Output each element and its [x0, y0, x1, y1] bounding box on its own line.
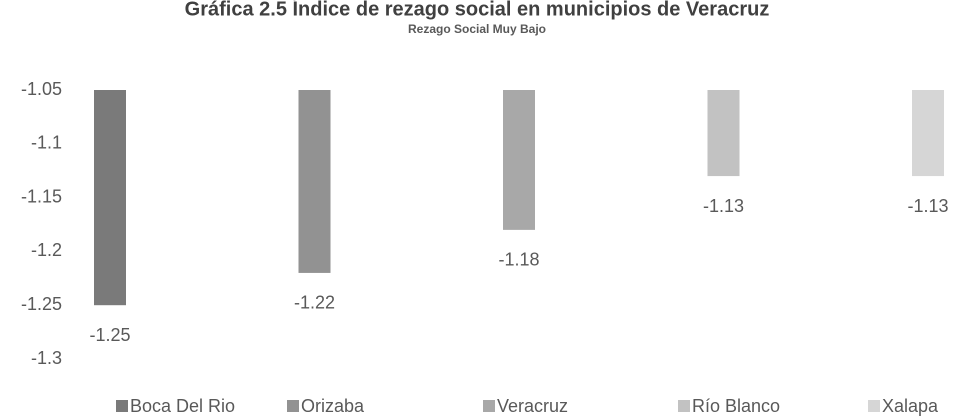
data-label: -1.13: [703, 196, 744, 216]
legend-label: Orizaba: [301, 396, 365, 416]
chart-subtitle: Rezago Social Muy Bajo: [408, 22, 546, 36]
legend-swatch: [483, 400, 495, 412]
legend-swatch: [287, 400, 299, 412]
legend-label: Veracruz: [497, 396, 568, 416]
legend-label: Xalapa: [882, 396, 939, 416]
chart-title: Gráfica 2.5 Índice de rezago social en m…: [185, 0, 770, 20]
legend-swatch: [116, 400, 128, 412]
bar: [298, 90, 331, 273]
legend-swatch: [678, 400, 690, 412]
y-tick-label: -1.25: [21, 294, 62, 314]
bar: [707, 90, 740, 177]
y-tick-label: -1.2: [31, 240, 62, 260]
data-label: -1.25: [89, 325, 130, 345]
bar: [503, 90, 535, 230]
y-tick-label: -1.15: [21, 186, 62, 206]
bar: [94, 90, 126, 306]
bar: [912, 90, 944, 177]
y-tick-label: -1.05: [21, 79, 62, 99]
y-tick-label: -1.1: [31, 133, 62, 153]
legend-label: Río Blanco: [692, 396, 780, 416]
data-label: -1.18: [498, 250, 539, 270]
y-tick-label: -1.3: [31, 348, 62, 368]
legend-label: Boca Del Rio: [130, 396, 235, 416]
data-label: -1.22: [294, 293, 335, 313]
data-label: -1.13: [907, 196, 948, 216]
legend-swatch: [868, 400, 880, 412]
